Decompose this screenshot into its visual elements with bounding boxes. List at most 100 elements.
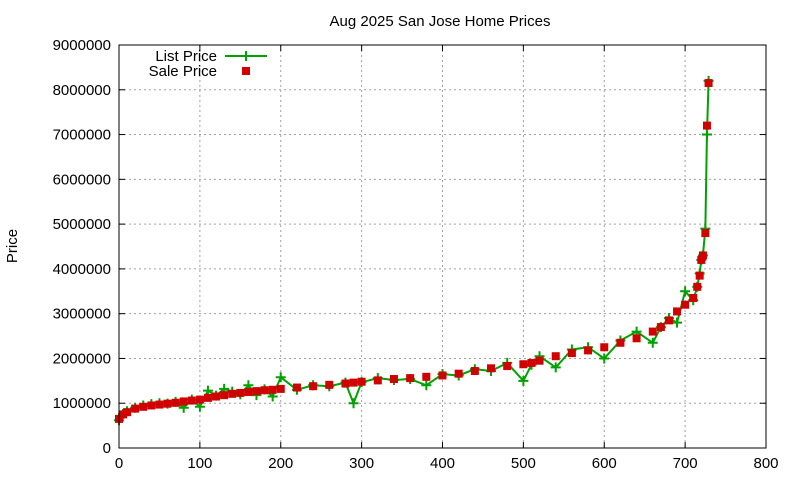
sale-price-point: [389, 375, 398, 384]
sale-price-point: [373, 376, 382, 385]
sale-price-point: [228, 389, 237, 398]
y-tick-label: 9000000: [53, 37, 111, 54]
sale-price-point: [701, 229, 710, 238]
sale-price-point: [309, 382, 318, 391]
sale-price-point: [695, 271, 704, 280]
x-tick-label: 700: [673, 455, 698, 472]
y-axis-label: Price: [4, 229, 21, 263]
sale-price-point: [673, 307, 682, 316]
x-tick-label: 100: [187, 455, 212, 472]
sale-price-point: [664, 316, 673, 325]
sale-price-point: [139, 402, 148, 411]
sale-price-point: [325, 380, 334, 389]
x-tick-label: 400: [430, 455, 455, 472]
sale-price-point: [406, 374, 415, 383]
sale-price-point: [681, 300, 690, 309]
sale-price-point: [702, 121, 711, 130]
sale-price-point: [349, 378, 358, 387]
sale-price-point: [212, 392, 221, 401]
list-price-point: [647, 337, 658, 348]
sale-price-point: [698, 251, 707, 260]
sale-price-point: [656, 323, 665, 332]
list-price-point: [672, 317, 683, 328]
sale-price-point: [171, 398, 180, 407]
legend-marker-list-price: [241, 51, 251, 61]
sale-price-point: [236, 388, 245, 397]
sale-price-point: [276, 384, 285, 393]
sale-price-point: [648, 327, 657, 336]
y-tick-label: 3000000: [53, 306, 111, 323]
sale-price-point: [567, 349, 576, 358]
y-tick-label: 5000000: [53, 216, 111, 233]
sale-price-point: [503, 362, 512, 371]
y-tick-label: 7000000: [53, 127, 111, 144]
y-tick-label: 6000000: [53, 171, 111, 188]
sale-price-point: [693, 282, 702, 291]
sale-price-point: [119, 410, 128, 419]
sale-price-point: [438, 371, 447, 380]
ticks: 0 100 200 300 400 500 600 700 800 0 1000000 2000000…: [53, 37, 779, 472]
sale-price-point: [260, 386, 269, 395]
sale-price-point: [220, 391, 229, 400]
y-tick-label: 8000000: [53, 82, 111, 99]
grid: [119, 45, 766, 448]
plot-area: [114, 75, 714, 426]
sale-price-point: [357, 377, 366, 386]
x-tick-label: 600: [592, 455, 617, 472]
x-tick-label: 800: [753, 455, 778, 472]
sale-price-point: [697, 255, 706, 264]
legend-label-list-price: List Price: [155, 48, 217, 65]
sale-price-point: [179, 397, 188, 406]
legend-label-sale-price: Sale Price: [149, 63, 217, 80]
sale-price-point: [163, 399, 172, 408]
list-price-point: [348, 398, 359, 409]
sale-price-point: [187, 396, 196, 405]
sale-price-point: [527, 358, 536, 367]
y-tick-label: 0: [103, 440, 111, 457]
sale-price-point: [600, 343, 609, 352]
list-price-point: [599, 353, 610, 364]
legend-marker-sale-price: [242, 67, 250, 75]
sale-price-point: [535, 356, 544, 365]
sale-price-point: [131, 404, 140, 413]
list-price-point: [518, 375, 529, 386]
sale-price-point: [454, 369, 463, 378]
x-tick-label: 200: [268, 455, 293, 472]
chart-title: Aug 2025 San Jose Home Prices: [330, 13, 551, 30]
sale-price-point: [123, 408, 132, 417]
y-tick-label: 4000000: [53, 261, 111, 278]
list-price-point: [701, 129, 712, 140]
sale-price-point: [689, 293, 698, 302]
list-price-point: [421, 380, 432, 391]
plot-border: [118, 44, 767, 449]
sale-price-point: [252, 387, 261, 396]
sale-price-point: [422, 372, 431, 381]
x-tick-label: 0: [115, 455, 123, 472]
sale-price-point: [195, 395, 204, 404]
list-price-point: [680, 286, 691, 297]
sale-price-point: [292, 383, 301, 392]
sale-price-point: [616, 338, 625, 347]
sale-price-point: [519, 360, 528, 369]
sale-price-point: [244, 388, 253, 397]
sale-price-point: [632, 334, 641, 343]
y-tick-label: 1000000: [53, 395, 111, 412]
y-tick-label: 2000000: [53, 350, 111, 367]
sale-price-point: [551, 352, 560, 361]
sale-price-point: [487, 364, 496, 373]
list-price-point: [275, 372, 286, 383]
sale-price-point: [203, 393, 212, 402]
list-price-point: [550, 362, 561, 373]
sale-price-point: [147, 401, 156, 410]
list-price-line: [118, 80, 710, 421]
sale-price-point: [341, 379, 350, 388]
legend: List Price Sale Price: [149, 48, 267, 80]
x-tick-label: 300: [349, 455, 374, 472]
sale-price-point: [155, 400, 164, 409]
sale-price-point: [268, 385, 277, 394]
sale-price-point: [584, 346, 593, 355]
x-tick-label: 500: [511, 455, 536, 472]
sale-price-point: [470, 366, 479, 375]
